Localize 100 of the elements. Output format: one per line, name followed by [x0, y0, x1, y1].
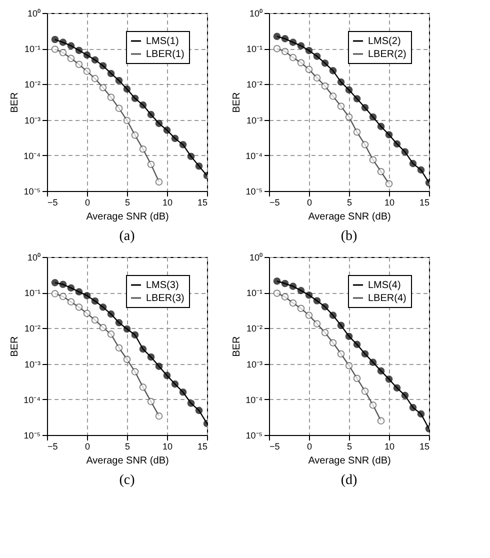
y-tick-label: 10⁻⁴ [246, 394, 263, 405]
point [139, 384, 147, 391]
y-tick-label: 10⁻⁵ [246, 186, 263, 196]
point [305, 291, 313, 299]
point [273, 44, 281, 52]
y-tick-label: 10⁻⁴ [24, 394, 41, 405]
point [313, 320, 321, 328]
y-tick-label: 10⁻¹ [246, 44, 262, 54]
point [59, 292, 67, 300]
y-tick-label: 10⁻³ [246, 115, 262, 126]
point [59, 280, 67, 288]
point [171, 380, 179, 388]
point [75, 288, 83, 296]
point [107, 330, 115, 338]
x-tick-label: −5 [270, 198, 280, 208]
point [83, 51, 91, 59]
point [401, 392, 409, 400]
legend-label: LBER(2) [368, 49, 406, 60]
text: (b) [340, 229, 358, 244]
point [369, 156, 377, 164]
point [297, 304, 305, 312]
point [91, 316, 99, 324]
point [353, 128, 361, 136]
text: (c) [119, 473, 136, 488]
point [321, 328, 329, 336]
y-tick-label: 10⁻¹ [24, 44, 40, 54]
point [297, 42, 305, 50]
y-tick-label: 10⁻⁵ [24, 430, 41, 440]
x-tick-label: 10 [384, 198, 395, 208]
y-tick-label: 10⁰ [27, 8, 40, 18]
point [329, 339, 337, 346]
point [385, 180, 393, 188]
point [353, 340, 361, 348]
point [409, 404, 417, 412]
point [147, 110, 155, 118]
point [337, 102, 345, 110]
point [163, 126, 171, 134]
x-tick-label: −5 [270, 442, 280, 452]
y-axis-title: BER [10, 336, 21, 357]
point [337, 78, 345, 86]
y-axis-title: BER [232, 336, 243, 357]
y-tick-label: 10⁻² [24, 324, 40, 334]
point [155, 120, 163, 128]
x-tick-label: −5 [48, 198, 58, 208]
point [329, 312, 337, 319]
legend-label: LBER(1) [146, 49, 184, 60]
legend-label: LMS(1) [146, 36, 179, 47]
point [289, 54, 297, 62]
point [345, 113, 353, 121]
x-tick-label: 5 [124, 198, 130, 208]
legend-label: LMS(2) [368, 36, 401, 47]
point [361, 104, 369, 112]
point [67, 54, 75, 62]
y-tick-label: 10⁻⁵ [246, 430, 263, 440]
point [115, 344, 123, 352]
point [51, 279, 59, 286]
x-tick-label: 10 [162, 442, 173, 452]
y-tick-label: 10⁻¹ [24, 288, 40, 298]
y-tick-label: 10⁰ [27, 252, 40, 262]
x-tick-label: 15 [419, 198, 430, 208]
x-tick-label: 0 [306, 442, 312, 452]
text: (d) [340, 473, 358, 488]
point [297, 286, 305, 294]
y-tick-label: 10⁻³ [24, 115, 40, 126]
point [393, 140, 401, 148]
point [361, 388, 369, 395]
point [417, 166, 425, 174]
y-tick-label: 10⁻¹ [246, 288, 262, 298]
point [75, 304, 83, 311]
point [281, 35, 289, 42]
x-axis-title: Average SNR (dB) [308, 212, 391, 222]
point [155, 362, 163, 370]
point [179, 141, 187, 148]
x-tick-label: 0 [306, 198, 312, 208]
point [313, 297, 321, 304]
point [345, 362, 353, 370]
point [83, 292, 91, 300]
point [361, 350, 369, 358]
x-axis-title: Average SNR (dB) [86, 212, 169, 222]
point [353, 374, 361, 382]
point [139, 345, 147, 353]
y-tick-label: 10⁻² [24, 80, 40, 90]
y-tick-label: 10⁻⁴ [24, 150, 41, 161]
point [187, 400, 195, 407]
point [59, 38, 67, 46]
x-tick-label: 15 [197, 198, 208, 208]
point [345, 332, 353, 340]
point [329, 67, 337, 74]
point [131, 132, 139, 139]
point [51, 46, 59, 53]
point [147, 398, 155, 406]
point [67, 42, 75, 50]
point [281, 48, 289, 56]
x-tick-label: 5 [124, 442, 130, 452]
point [123, 116, 131, 124]
point [321, 82, 329, 90]
point [369, 401, 377, 409]
point [289, 282, 297, 290]
y-tick-label: 10⁰ [249, 252, 262, 262]
point [281, 293, 289, 300]
